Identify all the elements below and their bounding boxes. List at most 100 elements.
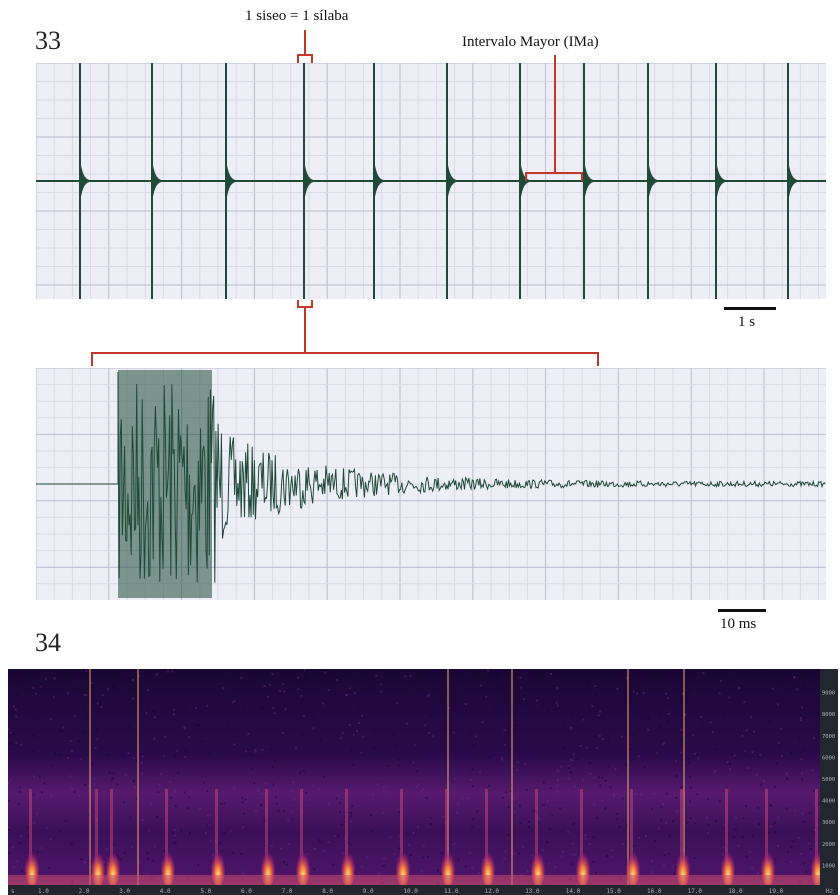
noise-speck bbox=[358, 722, 361, 724]
noise-speck bbox=[70, 671, 73, 674]
noise-speck bbox=[36, 794, 39, 797]
noise-speck bbox=[673, 873, 676, 876]
noise-speck bbox=[608, 765, 611, 768]
noise-speck bbox=[509, 789, 512, 792]
noise-speck bbox=[153, 716, 156, 719]
noise-speck bbox=[680, 728, 683, 731]
noise-speck bbox=[184, 791, 187, 794]
noise-speck bbox=[737, 845, 740, 848]
noise-speck bbox=[668, 703, 671, 706]
noise-speck bbox=[518, 852, 521, 855]
noise-speck bbox=[503, 743, 506, 746]
noise-speck bbox=[15, 741, 18, 744]
noise-speck bbox=[482, 679, 485, 682]
noise-speck bbox=[525, 789, 528, 792]
noise-speck bbox=[100, 711, 103, 714]
noise-speck bbox=[553, 708, 556, 711]
noise-speck bbox=[40, 791, 43, 794]
noise-speck bbox=[119, 772, 122, 775]
noise-speck bbox=[14, 708, 17, 711]
noise-speck bbox=[487, 669, 490, 672]
noise-speck bbox=[320, 841, 323, 844]
noise-speck bbox=[73, 790, 76, 793]
call-streak bbox=[815, 789, 818, 879]
noise-speck bbox=[353, 692, 356, 695]
noise-speck bbox=[333, 835, 336, 837]
noise-speck bbox=[240, 853, 243, 856]
noise-speck bbox=[19, 790, 22, 793]
pulse-decay bbox=[520, 159, 530, 203]
noise-speck bbox=[709, 669, 712, 672]
noise-speck bbox=[741, 835, 744, 838]
noise-speck bbox=[672, 820, 674, 823]
noise-speck bbox=[572, 854, 575, 856]
noise-speck bbox=[735, 816, 738, 819]
noise-speck bbox=[452, 843, 455, 846]
noise-speck bbox=[520, 686, 523, 689]
noise-speck bbox=[422, 788, 425, 791]
noise-speck bbox=[460, 797, 463, 800]
noise-speck bbox=[445, 693, 448, 695]
noise-speck bbox=[799, 713, 802, 716]
noise-speck bbox=[124, 773, 127, 776]
noise-speck bbox=[664, 821, 667, 824]
scale-label-1s: 1 s bbox=[738, 314, 756, 330]
noise-speck bbox=[20, 835, 23, 838]
noise-speck bbox=[768, 831, 771, 834]
noise-speck bbox=[799, 752, 802, 755]
noise-speck bbox=[250, 767, 253, 770]
time-tick-label: 11.0 bbox=[444, 888, 459, 895]
noise-speck bbox=[283, 690, 286, 693]
noise-speck bbox=[690, 786, 693, 789]
syllable-pulse bbox=[519, 63, 530, 299]
noise-speck bbox=[427, 856, 430, 859]
noise-speck bbox=[800, 758, 803, 761]
noise-speck bbox=[609, 786, 612, 789]
noise-speck bbox=[197, 724, 200, 727]
noise-speck bbox=[13, 705, 15, 708]
noise-speck bbox=[113, 685, 116, 688]
noise-speck bbox=[240, 677, 243, 680]
noise-speck bbox=[550, 673, 552, 675]
noise-speck bbox=[629, 748, 632, 751]
noise-speck bbox=[279, 690, 282, 692]
noise-speck bbox=[241, 871, 244, 874]
noise-speck bbox=[241, 797, 244, 800]
noise-speck bbox=[96, 702, 99, 705]
noise-speck bbox=[662, 802, 665, 805]
time-tick-label: 8.0 bbox=[322, 888, 333, 895]
noise-speck bbox=[33, 775, 36, 778]
noise-speck bbox=[242, 812, 245, 815]
noise-speck bbox=[245, 750, 248, 753]
noise-speck bbox=[653, 792, 656, 795]
noise-speck bbox=[713, 748, 716, 751]
noise-speck bbox=[62, 726, 65, 729]
noise-speck bbox=[662, 864, 665, 867]
noise-speck bbox=[242, 826, 245, 829]
noise-speck bbox=[428, 693, 431, 696]
noise-speck bbox=[80, 758, 83, 760]
noise-speck bbox=[302, 734, 305, 737]
noise-speck bbox=[84, 861, 87, 864]
noise-speck bbox=[601, 776, 604, 779]
time-tick-label: 15.0 bbox=[606, 888, 621, 895]
noise-speck bbox=[284, 708, 287, 711]
noise-speck bbox=[700, 721, 703, 724]
noise-speck bbox=[262, 707, 265, 710]
call-streak bbox=[110, 789, 113, 879]
noise-speck bbox=[153, 737, 156, 740]
noise-speck bbox=[386, 764, 389, 767]
noise-speck bbox=[83, 694, 86, 696]
noise-speck bbox=[674, 700, 677, 703]
noise-speck bbox=[751, 867, 754, 870]
noise-speck bbox=[395, 745, 398, 748]
noise-speck bbox=[638, 836, 641, 839]
noise-speck bbox=[560, 765, 563, 768]
freq-axis-strip bbox=[820, 669, 838, 885]
noise-speck bbox=[604, 807, 607, 810]
noise-speck bbox=[134, 786, 137, 789]
noise-speck bbox=[253, 782, 256, 785]
noise-speck bbox=[598, 776, 601, 779]
noise-speck bbox=[733, 836, 736, 839]
noise-speck bbox=[186, 807, 189, 810]
